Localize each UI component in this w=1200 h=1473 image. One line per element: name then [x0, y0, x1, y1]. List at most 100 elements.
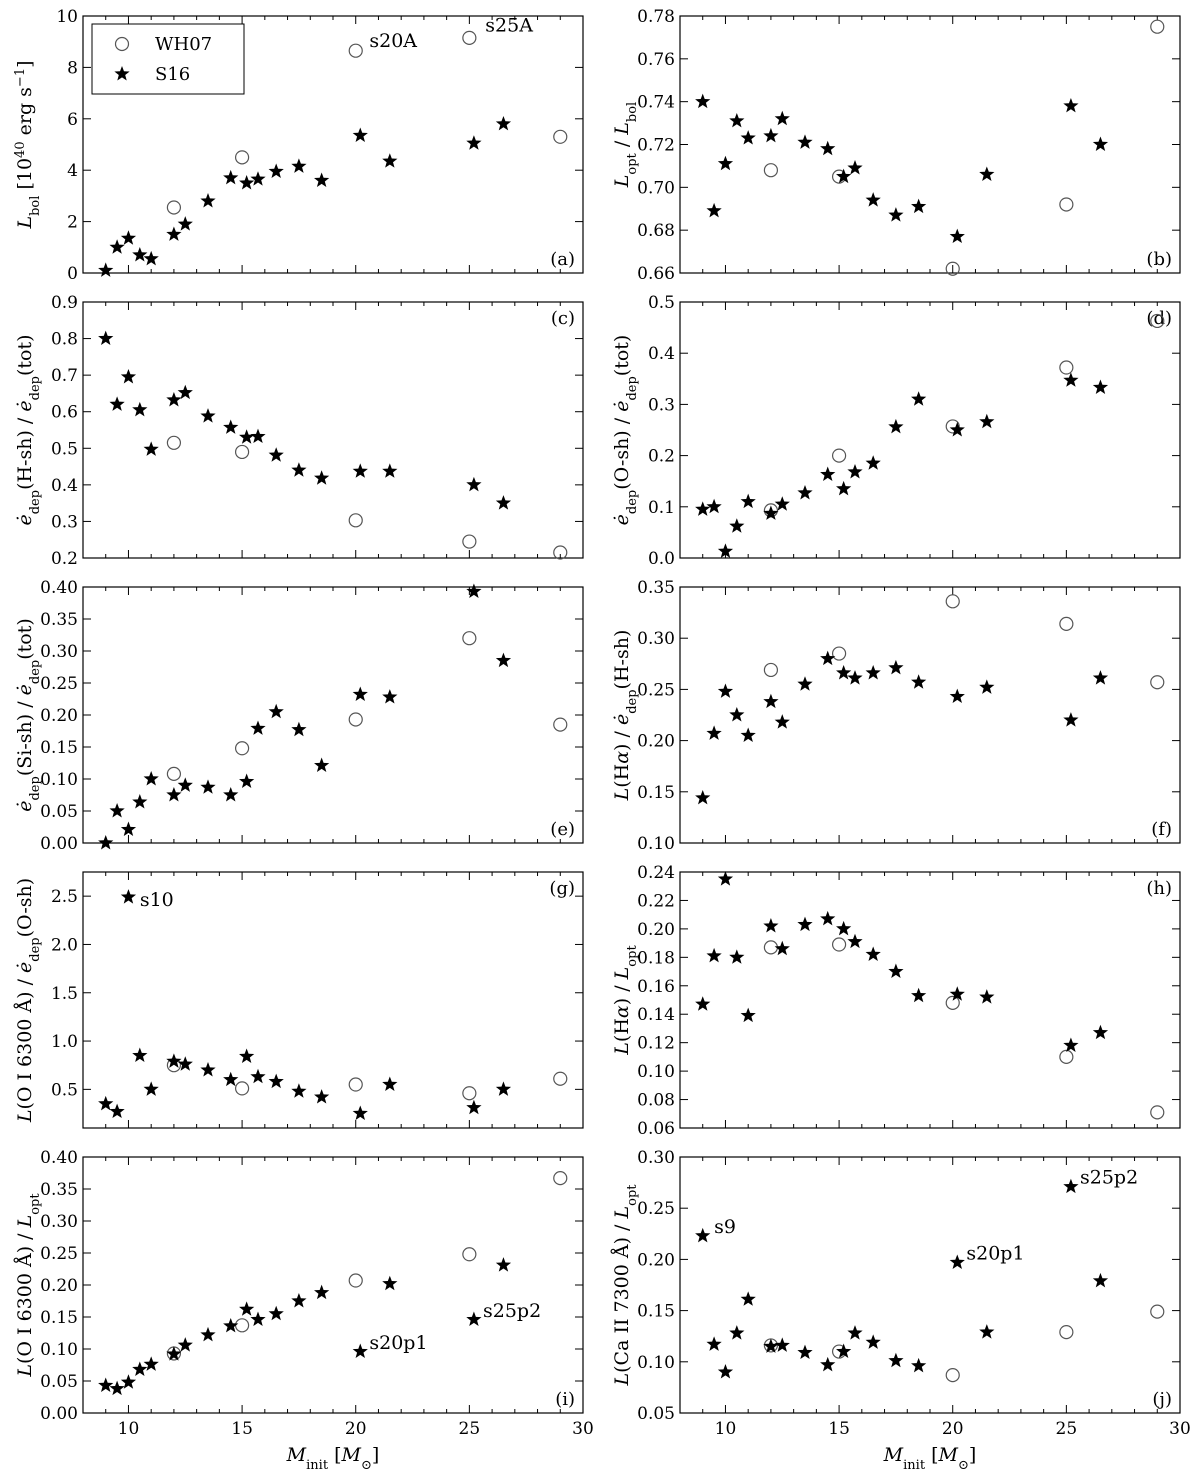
s16-point [166, 1053, 182, 1068]
s16-point [250, 720, 266, 735]
wh07-point [166, 435, 182, 450]
s16-point [865, 1334, 881, 1349]
s16-point [979, 413, 995, 429]
s16-point [911, 391, 927, 406]
s16-point [717, 1364, 734, 1379]
s16-point [382, 1076, 398, 1091]
wh07-point [831, 937, 847, 952]
wh07-point [348, 1273, 363, 1288]
x-tick-label: 15 [828, 1419, 850, 1439]
x-tick-label: 15 [231, 1419, 253, 1439]
y-tick-label: 2.5 [51, 887, 78, 907]
y-tick-label: 0.72 [637, 136, 675, 156]
s16-point [268, 703, 284, 719]
s16-point [239, 773, 255, 789]
s16-point [120, 368, 137, 384]
s16-point [132, 1361, 148, 1376]
y-tick-label: 0.2 [648, 447, 675, 467]
s16-point [120, 1374, 137, 1389]
y-tick-label: 8 [67, 58, 78, 78]
y-tick-label: 0.06 [637, 1119, 675, 1139]
s16-point [847, 670, 863, 685]
wh07-point [166, 200, 182, 215]
s16-point [177, 216, 193, 231]
y-tick-label: 0.74 [637, 93, 675, 113]
wh07-point [1059, 360, 1074, 375]
s16-point [466, 583, 482, 598]
y-tick-label: 0.25 [40, 674, 78, 694]
point-annotation: s25p2 [483, 1300, 541, 1322]
y-axis-label: Lbol [1040 erg s−1] [13, 60, 43, 229]
s16-point [177, 1337, 193, 1352]
s16-point [495, 115, 512, 131]
y-tick-label: 0.00 [40, 1404, 78, 1424]
y-tick-label: 0.10 [40, 770, 78, 790]
wh07-point [348, 1077, 363, 1092]
y-tick-label: 0.6 [51, 403, 78, 423]
point-annotation: s20p1 [369, 1332, 427, 1354]
s16-point [132, 401, 148, 417]
s16-point [291, 721, 307, 737]
s16-point [466, 1099, 482, 1115]
s16-point [239, 1048, 255, 1063]
s16-point [200, 1062, 216, 1077]
s16-point [695, 501, 711, 516]
s16-point [847, 463, 863, 479]
s16-point [495, 652, 512, 668]
y-tick-label: 0.5 [51, 439, 78, 459]
s16-point [239, 175, 255, 190]
y-tick-label: 0.12 [637, 1034, 675, 1054]
y-tick-label: 0.20 [40, 706, 78, 726]
s16-point [466, 135, 482, 150]
panel-tag: (a) [550, 249, 575, 270]
s16-point [223, 1071, 239, 1087]
wh07-point [945, 995, 960, 1010]
s16-point [740, 1291, 756, 1306]
y-tick-label: 0.14 [637, 1005, 675, 1025]
s16-point [888, 1352, 904, 1368]
wh07-point [462, 1247, 477, 1262]
y-tick-label: 0.15 [637, 783, 675, 803]
s16-point [888, 418, 904, 434]
s16-point [695, 1227, 711, 1243]
wh07-point [945, 419, 960, 434]
s16-point [143, 441, 159, 456]
s16-point [1063, 712, 1079, 727]
panel-d: 0.0 0.1 0.2 0.3 0.4 0.5 ėdep(O-sh) / ėdep(tot)… [611, 293, 1181, 569]
plot-frame [679, 15, 1181, 274]
panel-tag: (h) [1146, 878, 1172, 899]
point-annotation: s25A [485, 14, 533, 36]
legend-circle-marker [114, 36, 130, 52]
s16-point [98, 835, 114, 850]
s16-point [706, 498, 722, 514]
plot-frame [82, 301, 584, 559]
s16-point [1063, 372, 1079, 387]
s16-point [382, 153, 398, 168]
s16-point [166, 1346, 182, 1361]
y-axis-label: ėdep(O-sh) / ėdep(tot) [611, 335, 640, 526]
y-tick-label: 0.3 [51, 512, 78, 532]
x-tick-label: 10 [118, 1419, 140, 1439]
s16-point [820, 1356, 836, 1372]
y-tick-label: 0.18 [637, 948, 675, 968]
wh07-point [1150, 19, 1165, 34]
s16-point [949, 986, 965, 1001]
y-tick-label: 0.4 [648, 344, 675, 364]
s16-point [352, 463, 368, 478]
y-tick-label: 0.20 [637, 1250, 675, 1270]
s16-point [250, 1311, 266, 1327]
wh07-point [1150, 1105, 1165, 1120]
y-tick-label: 0.35 [637, 578, 675, 598]
y-tick-label: 0.05 [637, 1404, 675, 1424]
x-tick-label: 30 [1169, 1419, 1191, 1439]
panel-j: 10 15 20 25 30 Minit [M⊙] 0.05 0.10 0.15 0.20 0.25… [611, 1148, 1191, 1473]
s16-point [120, 889, 137, 904]
s16-point [120, 821, 137, 837]
s16-point [132, 247, 148, 262]
wh07-point [553, 1071, 568, 1086]
s16-point [706, 947, 722, 963]
s16-point [820, 910, 836, 926]
s16-point [717, 155, 734, 171]
s16-point [109, 803, 125, 818]
